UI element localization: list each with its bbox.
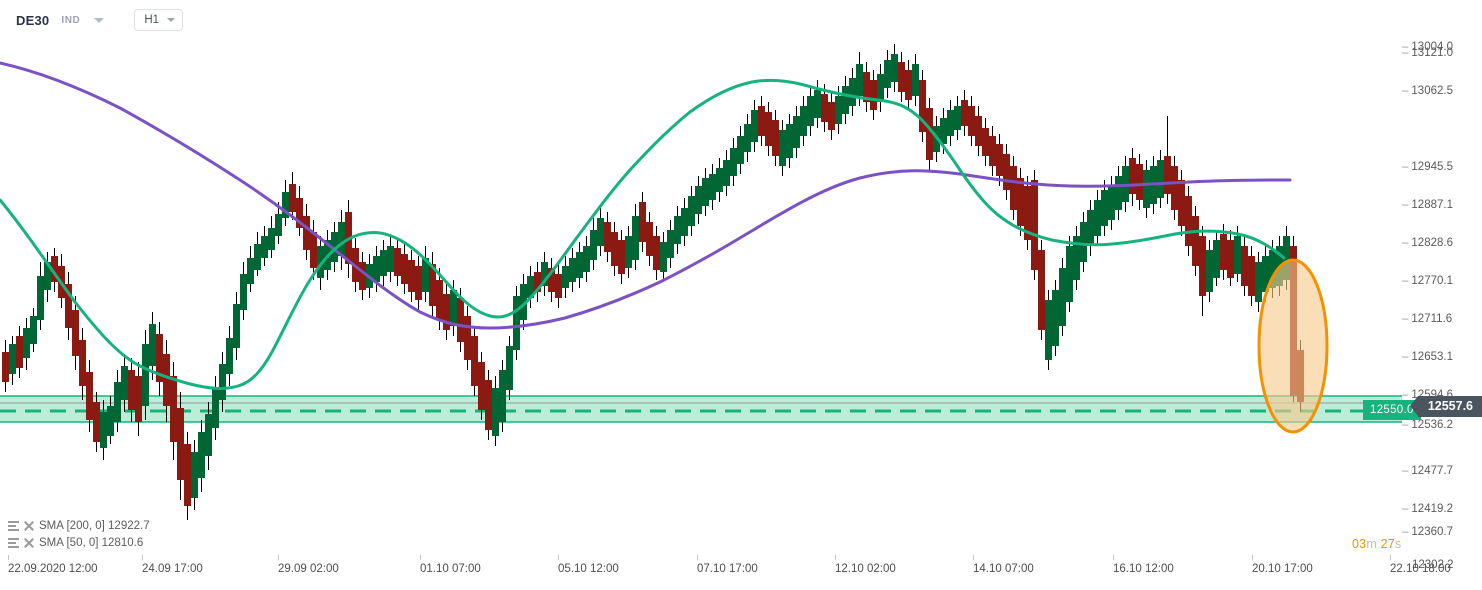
price-tick: –12360.7 <box>1402 526 1453 538</box>
price-tick: –13004.0 <box>1402 41 1453 53</box>
time-tick: 22.09.2020 12:00 <box>8 563 98 575</box>
time-axis[interactable]: 22.09.2020 12:00 24.09 17:00 29.09 02:00… <box>0 555 1482 590</box>
bar-countdown-timer: 03m 27s <box>1352 537 1402 551</box>
price-tick: –13062.5 <box>1402 85 1453 97</box>
settings-icon[interactable] <box>8 537 19 548</box>
chevron-down-icon[interactable] <box>94 17 105 23</box>
time-tick: 16.10 12:00 <box>1113 563 1174 575</box>
sma-50-line <box>0 78 1286 390</box>
time-tick: 07.10 17:00 <box>697 563 758 575</box>
time-tick: 24.09 17:00 <box>142 563 203 575</box>
time-tick: 22.10 18:00 <box>1390 563 1451 575</box>
price-tick: –12419.2 <box>1402 503 1453 515</box>
time-tick: 20.10 17:00 <box>1252 563 1313 575</box>
close-icon[interactable] <box>24 537 34 548</box>
chart-header: DE30 IND H1 <box>0 0 1482 40</box>
list-item[interactable]: SMA [50, 0] 12810.6 <box>8 535 150 550</box>
timeframe-selector[interactable]: H1 <box>134 9 184 31</box>
time-tick: 14.10 07:00 <box>973 563 1034 575</box>
highlight-ellipse <box>1257 258 1329 434</box>
price-tick: –12653.1 <box>1402 351 1453 363</box>
price-tick: –13121.0 <box>1402 47 1453 59</box>
price-tick: –12828.6 <box>1402 237 1453 249</box>
price-tick: –12887.1 <box>1402 199 1453 211</box>
price-tick: –12477.7 <box>1402 465 1453 477</box>
price-axis[interactable]: –13121.0 –13062.5 –13004.0 –12945.5 –128… <box>1352 40 1482 571</box>
support-zone <box>0 395 1402 423</box>
price-tick: 12302.2 <box>1412 559 1454 571</box>
chevron-down-icon <box>167 18 176 22</box>
time-tick: 05.10 12:00 <box>558 563 619 575</box>
price-tick: –12536.2 <box>1402 419 1453 431</box>
indicator-label-sma50: SMA [50, 0] 12810.6 <box>39 536 144 549</box>
list-item[interactable]: SMA [200, 0] 12922.7 <box>8 518 150 533</box>
support-level-badge[interactable]: 12550.0 <box>1363 400 1421 420</box>
price-tick: –12711.6 <box>1402 313 1453 325</box>
symbol-type-label: IND <box>61 14 81 26</box>
time-tick: 29.09 02:00 <box>278 563 339 575</box>
chart-plot-area[interactable] <box>0 40 1402 555</box>
settings-icon[interactable] <box>8 520 19 531</box>
time-tick: 12.10 02:00 <box>835 563 896 575</box>
price-tick: –12770.1 <box>1402 275 1453 287</box>
timeframe-label: H1 <box>144 14 160 26</box>
current-price-badge[interactable]: 12557.6 <box>1409 396 1482 417</box>
symbol-label: DE30 <box>16 12 50 28</box>
candlestick-series <box>2 44 1304 520</box>
indicator-legend: SMA [200, 0] 12922.7 SMA [50, 0] 12810.6 <box>8 518 150 552</box>
sma-200-line <box>0 61 1292 330</box>
close-icon[interactable] <box>24 520 34 531</box>
time-tick: 01.10 07:00 <box>420 563 481 575</box>
price-tick: –12945.5 <box>1402 161 1453 173</box>
indicator-label-sma200: SMA [200, 0] 12922.7 <box>39 519 150 532</box>
